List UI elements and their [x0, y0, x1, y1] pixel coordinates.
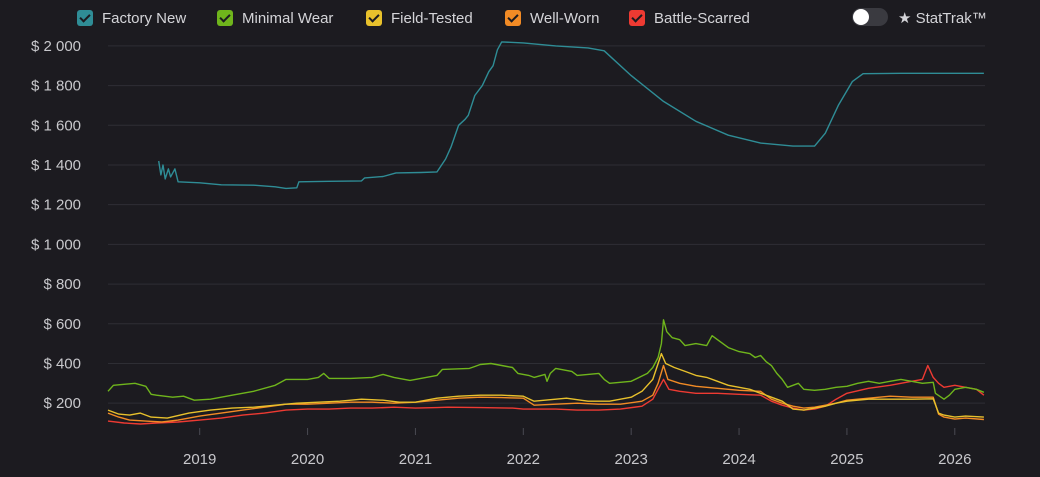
x-tick-label: 2021 — [399, 451, 432, 468]
checkbox-icon[interactable] — [505, 10, 521, 26]
y-tick-label: $ 1 600 — [31, 117, 81, 134]
legend-item-well-worn[interactable]: Well-Worn — [505, 8, 599, 28]
y-tick-label: $ 1 200 — [31, 197, 81, 214]
legend-item-battle-scarred[interactable]: Battle-Scarred — [629, 8, 750, 28]
legend-label: Minimal Wear — [242, 9, 334, 27]
x-tick-label: 2019 — [183, 451, 216, 468]
legend-label: Field-Tested — [391, 9, 473, 27]
x-tick-label: 2022 — [507, 451, 540, 468]
y-axis-ticks: $ 200 $ 400 $ 600 $ 800 $ 1 000 $ 1 200 $ 1 40… — [31, 38, 81, 412]
series-lines — [107, 41, 985, 425]
checkbox-icon[interactable] — [366, 10, 382, 26]
x-tick-label: 2023 — [614, 451, 647, 468]
legend-label: Factory New — [102, 9, 187, 27]
x-tick-label: 2020 — [291, 451, 324, 468]
checkbox-icon[interactable] — [217, 10, 233, 26]
y-tick-label: $ 1 400 — [31, 157, 81, 174]
x-axis-ticks: 2019 2020 2021 2022 2023 2024 2025 2026 — [183, 451, 971, 468]
chart-legend: Factory New Minimal Wear Field-Tested We… — [0, 0, 1040, 36]
series-line-battle-scarred — [107, 364, 985, 425]
y-tick-label: $ 1 000 — [31, 236, 81, 253]
grid-lines — [108, 45, 985, 435]
x-tick-label: 2026 — [938, 451, 971, 468]
x-tick-label: 2025 — [830, 451, 863, 468]
series-line-factory-new — [158, 41, 984, 190]
legend-item-minimal-wear[interactable]: Minimal Wear — [217, 8, 333, 28]
checkbox-icon[interactable] — [629, 10, 645, 26]
stattrak-label: ★ StatTrak™ — [898, 10, 987, 27]
series-line-well-worn — [107, 364, 984, 423]
series-line-minimal-wear — [107, 319, 985, 401]
y-tick-label: $ 400 — [43, 355, 81, 372]
legend-item-factory-new[interactable]: Factory New — [77, 8, 186, 28]
y-tick-label: $ 800 — [43, 276, 81, 293]
y-tick-label: $ 1 800 — [31, 78, 81, 95]
legend-label: Well-Worn — [530, 9, 600, 27]
stattrak-toggle[interactable] — [852, 8, 888, 26]
y-tick-label: $ 600 — [43, 316, 81, 333]
series-line-field-tested — [107, 352, 984, 419]
x-tick-label: 2024 — [722, 451, 755, 468]
legend-label: Battle-Scarred — [654, 9, 750, 27]
checkbox-icon[interactable] — [77, 10, 93, 26]
y-tick-label: $ 2 000 — [31, 38, 81, 55]
y-tick-label: $ 200 — [43, 395, 81, 412]
legend-item-field-tested[interactable]: Field-Tested — [366, 8, 473, 28]
toggle-knob — [853, 9, 869, 25]
